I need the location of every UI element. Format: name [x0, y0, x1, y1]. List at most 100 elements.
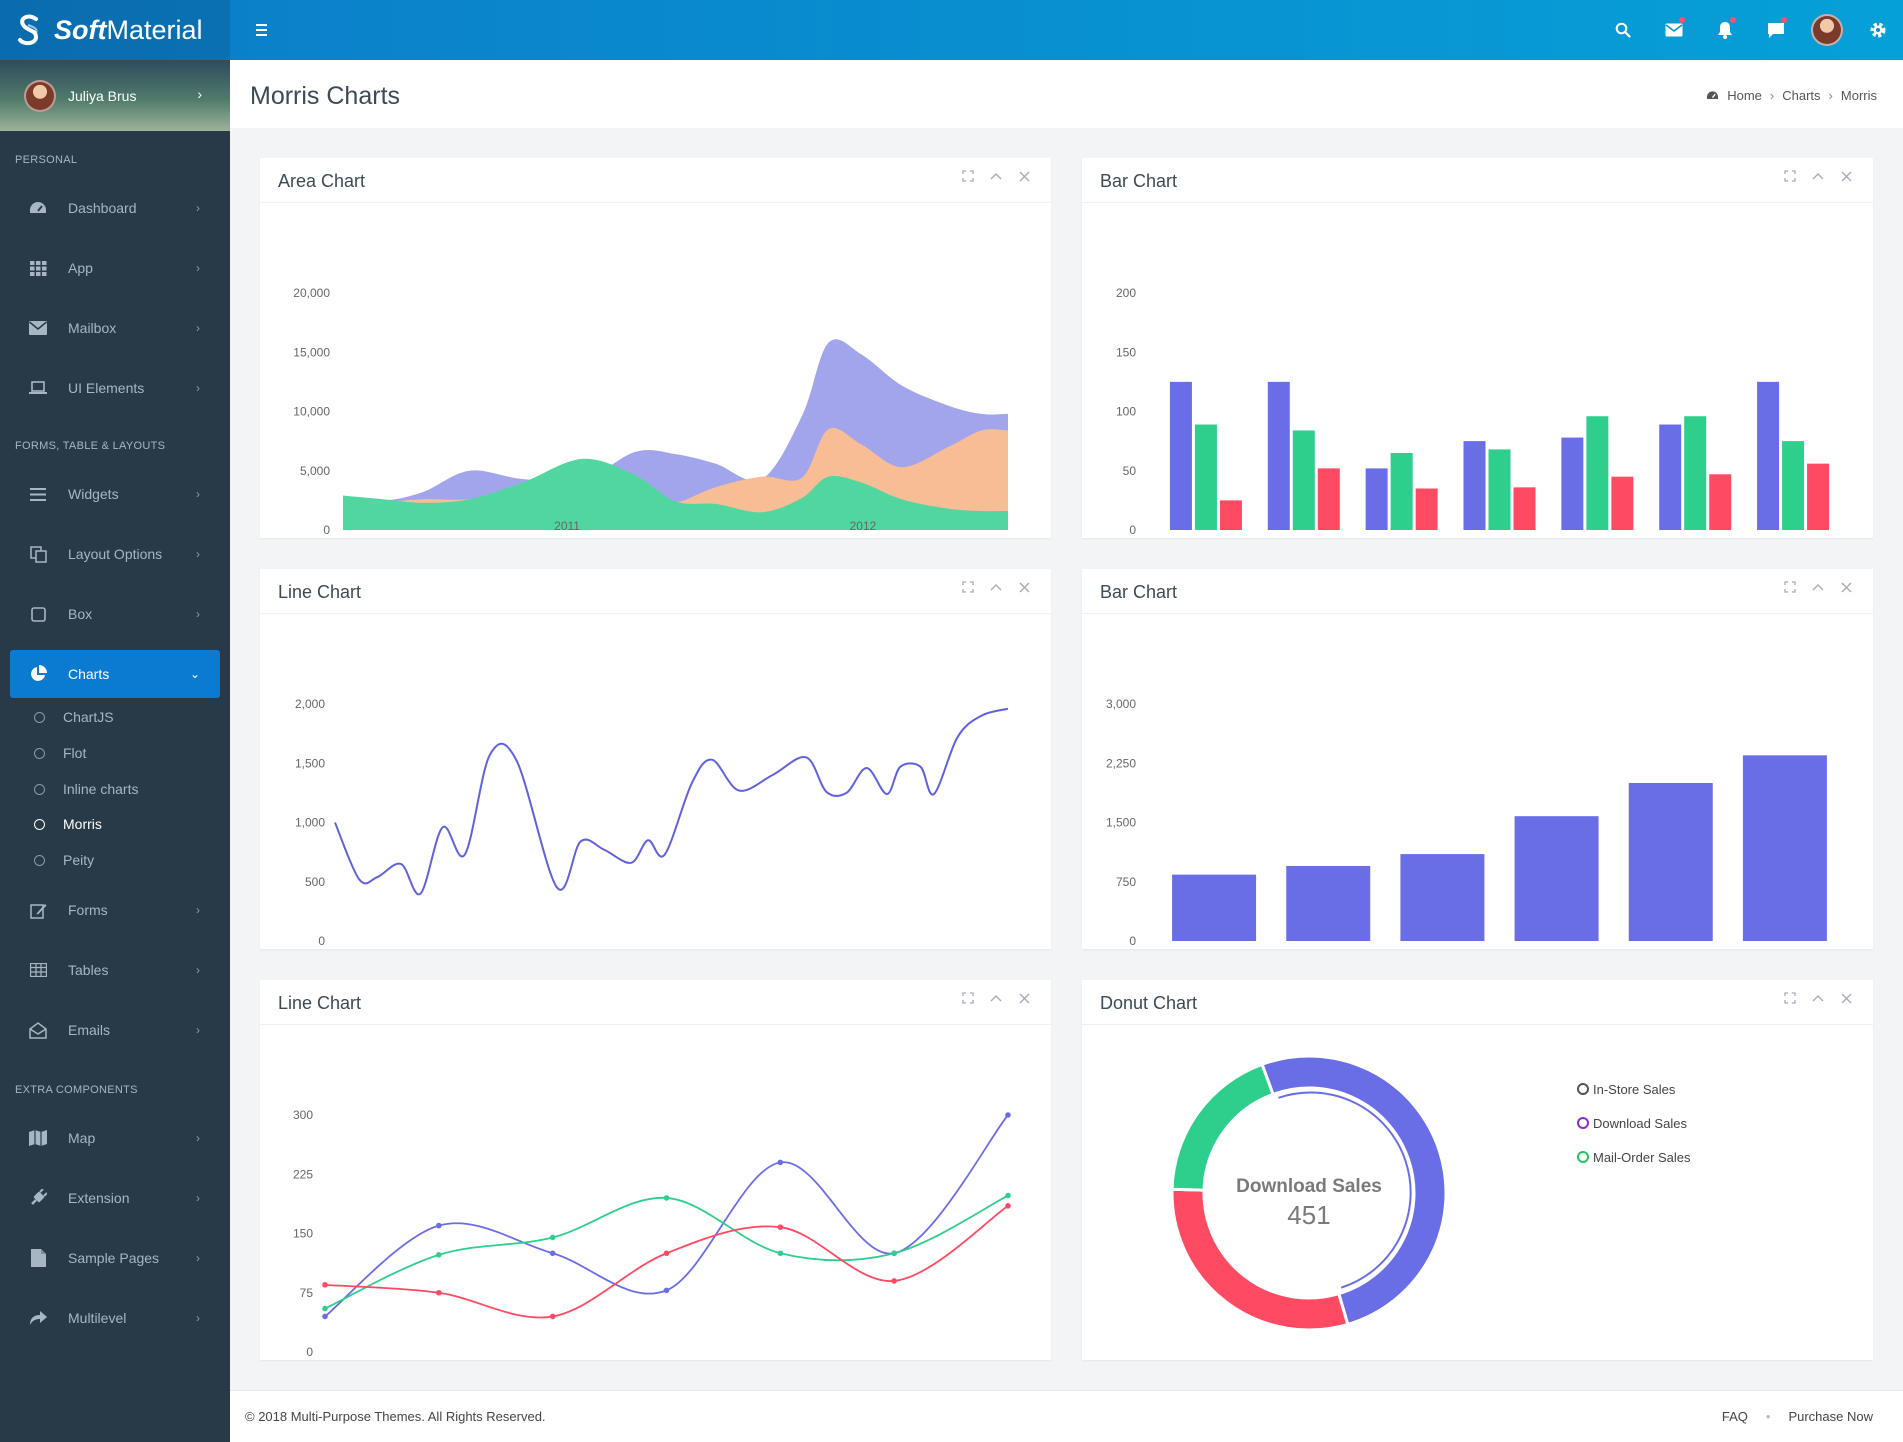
data-point: [322, 1313, 328, 1320]
sidebar-item-multilevel[interactable]: Multilevel ›: [10, 1294, 220, 1342]
close-icon[interactable]: [1017, 580, 1031, 594]
sidebar-item-widgets[interactable]: Widgets ›: [10, 470, 220, 518]
sidebar-subitem-morris[interactable]: Morris: [34, 813, 102, 835]
breadcrumb-home[interactable]: Home: [1727, 88, 1762, 103]
gear-icon[interactable]: [1852, 0, 1903, 60]
y-tick-label: 0: [306, 1345, 313, 1359]
top-navbar: SoftMaterial: [0, 0, 1903, 60]
collapse-icon[interactable]: [989, 580, 1003, 594]
plug-icon: [28, 1188, 48, 1208]
line-series: [334, 707, 1009, 896]
sidebar-item-dashboard[interactable]: Dashboard ›: [10, 184, 220, 232]
expand-icon[interactable]: [961, 580, 975, 594]
data-point: [322, 1305, 328, 1312]
y-tick-label: 0: [1129, 934, 1136, 948]
bar: [1513, 487, 1536, 530]
area-chart-box: Area Chart 0 5,000 10,000 15,000 20,000 2011 2…: [260, 158, 1051, 538]
data-point: [777, 1224, 784, 1230]
sidebar-item-extension[interactable]: Extension ›: [10, 1174, 220, 1222]
sidebar-item-box[interactable]: Box ›: [10, 590, 220, 638]
collapse-icon[interactable]: [989, 991, 1003, 1005]
data-point: [663, 1195, 670, 1201]
bar: [1586, 416, 1609, 530]
expand-icon[interactable]: [961, 991, 975, 1005]
section-header-personal: PERSONAL: [15, 154, 78, 166]
footer-purchase-link[interactable]: Purchase Now: [1788, 1409, 1873, 1424]
expand-icon[interactable]: [1783, 580, 1797, 594]
close-icon[interactable]: [1017, 991, 1031, 1005]
collapse-icon[interactable]: [1811, 169, 1825, 183]
sidebar-toggle-icon[interactable]: [250, 19, 272, 41]
sidebar-item-map[interactable]: Map ›: [10, 1114, 220, 1162]
collapse-icon[interactable]: [989, 169, 1003, 183]
bell-icon[interactable]: [1699, 0, 1750, 60]
logo-icon: [18, 14, 39, 46]
section-header-extra: EXTRA COMPONENTS: [15, 1084, 138, 1096]
expand-icon[interactable]: [1783, 169, 1797, 183]
box-title: Bar Chart: [1100, 171, 1178, 191]
sidebar-item-layout-options[interactable]: Layout Options ›: [10, 530, 220, 578]
y-tick-label: 750: [1116, 875, 1136, 889]
sidebar-item-sample-pages[interactable]: Sample Pages ›: [10, 1234, 220, 1282]
close-icon[interactable]: [1839, 991, 1853, 1005]
y-tick-label: 2,250: [1106, 756, 1136, 770]
close-icon[interactable]: [1017, 169, 1031, 183]
search-icon[interactable]: [1597, 0, 1648, 60]
mail-icon[interactable]: [1648, 0, 1699, 60]
sidebar-subitem-inline-charts[interactable]: Inline charts: [34, 778, 138, 800]
content-header: Morris Charts Home › Charts › Morris: [230, 60, 1903, 128]
bar: [1463, 441, 1486, 530]
bell-badge: [1730, 17, 1736, 23]
bar: [1709, 474, 1732, 530]
y-tick-label: 3,000: [1106, 697, 1136, 711]
y-tick-label: 300: [293, 1108, 313, 1122]
bar: [1172, 874, 1257, 941]
sidebar-subitem-peity[interactable]: Peity: [34, 849, 94, 871]
box-title: Line Chart: [278, 993, 362, 1013]
breadcrumb-charts[interactable]: Charts: [1782, 88, 1821, 103]
data-point: [549, 1313, 556, 1320]
y-tick-label: 0: [1129, 523, 1136, 537]
chevron-right-icon: ›: [197, 86, 202, 102]
bar: [1286, 865, 1371, 941]
footer-faq-link[interactable]: FAQ: [1721, 1409, 1748, 1424]
map-icon: [28, 1128, 48, 1148]
sidebar-item-mailbox[interactable]: Mailbox ›: [10, 304, 220, 352]
legend-item: In-Store Sales: [1577, 1072, 1691, 1106]
sidebar-item-charts[interactable]: Charts ⌄: [10, 650, 220, 698]
sidebar-item-forms[interactable]: Forms ›: [10, 886, 220, 934]
line-series: [324, 1114, 1009, 1318]
data-point: [891, 1250, 897, 1257]
bar: [1611, 476, 1634, 530]
data-point: [1005, 1192, 1011, 1199]
bar-chart-box: Bar Chart 050100150200201220132014201520…: [1082, 158, 1873, 538]
data-point: [549, 1234, 556, 1241]
sidebar-item-app[interactable]: App ›: [10, 244, 220, 292]
breadcrumb-current: Morris: [1840, 88, 1877, 103]
file-icon: [28, 1248, 48, 1268]
bar: [1390, 452, 1413, 530]
box-title: Area Chart: [278, 171, 366, 191]
expand-icon[interactable]: [1783, 991, 1797, 1005]
footer: © 2018 Multi-Purpose Themes. All Rights …: [230, 1390, 1903, 1442]
dashboard-icon: [1707, 91, 1719, 99]
sidebar-subitem-chartjs[interactable]: ChartJS: [34, 706, 114, 728]
data-point: [549, 1250, 556, 1257]
bar: [1194, 424, 1217, 530]
close-icon[interactable]: [1839, 580, 1853, 594]
collapse-icon[interactable]: [1811, 991, 1825, 1005]
close-icon[interactable]: [1839, 169, 1853, 183]
page-title: Morris Charts: [250, 82, 401, 110]
sidebar-subitem-flot[interactable]: Flot: [34, 742, 86, 764]
sidebar-item-emails[interactable]: Emails ›: [10, 1006, 220, 1054]
data-point: [663, 1287, 670, 1294]
user-menu[interactable]: [1801, 0, 1852, 60]
expand-icon[interactable]: [961, 169, 975, 183]
sidebar-item-tables[interactable]: Tables ›: [10, 946, 220, 994]
collapse-icon[interactable]: [1811, 580, 1825, 594]
sidebar: Juliya Brus › PERSONAL Dashboard › App › M…: [0, 60, 230, 1442]
sidebar-item-ui-elements[interactable]: UI Elements ›: [10, 364, 220, 412]
user-panel[interactable]: Juliya Brus ›: [0, 60, 230, 131]
chat-icon[interactable]: [1750, 0, 1801, 60]
brand-logo-area[interactable]: SoftMaterial: [0, 0, 230, 60]
